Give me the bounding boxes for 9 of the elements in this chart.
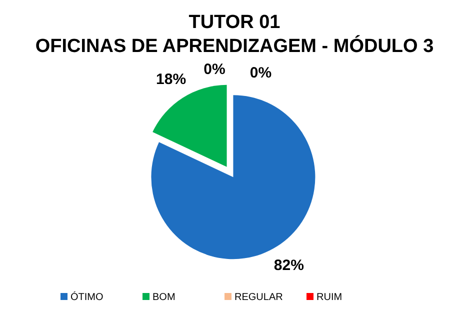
legend-label: REGULAR xyxy=(234,292,283,303)
data-label: 18% xyxy=(156,71,186,88)
legend-label: RUIM xyxy=(316,292,342,303)
chart-title: TUTOR 01 OFICINAS DE APRENDIZAGEM - MÓDULO 3 xyxy=(35,12,434,57)
legend-label: BOM xyxy=(152,292,176,303)
text: 0% xyxy=(250,64,272,82)
text: 0% xyxy=(204,61,226,78)
legend-label: ÓTIMO xyxy=(70,291,104,303)
data-label: 82% xyxy=(274,256,304,274)
